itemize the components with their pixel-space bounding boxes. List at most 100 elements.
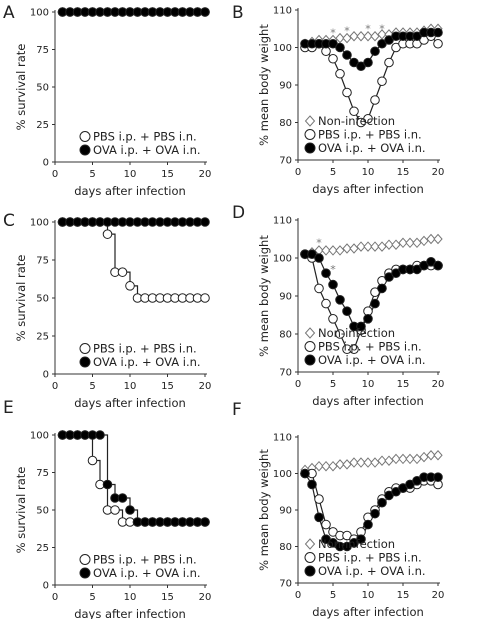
panel-c: C 0 25 50 75 100 0 5 10 15 20 days after infection%… [3, 211, 211, 410]
data-point [433, 472, 443, 482]
data-point [433, 233, 443, 245]
y-axis-title: % mean body weight [257, 235, 271, 357]
y-tick-label: 100 [30, 431, 49, 442]
x-tick-label: 20 [432, 590, 445, 601]
legend-label: Non-infection [318, 537, 395, 551]
data-point [328, 53, 338, 64]
legend-label: PBS i.p. + PBS i.n. [318, 551, 422, 565]
data-point [321, 519, 331, 530]
data-point [363, 241, 373, 252]
legend-label: PBS i.p. + PBS i.n. [93, 553, 197, 567]
x-tick-label: 5 [89, 169, 95, 180]
y-tick-label: 75 [36, 468, 49, 479]
data-point [300, 468, 310, 479]
data-point [335, 68, 345, 79]
x-tick-label: 5 [89, 592, 95, 603]
y-tick-label: 110 [273, 216, 292, 227]
data-point [419, 235, 429, 247]
legend-circle-marker [304, 341, 316, 352]
data-point [314, 253, 324, 263]
data-point [200, 517, 210, 527]
y-tick-label: 80 [279, 330, 292, 341]
y-tick-label: 0 [43, 158, 49, 169]
data-point [349, 106, 359, 117]
data-point [377, 29, 387, 40]
panel-d: D 70 80 90 100 110 0 5 10 15 20 days after infectio… [232, 203, 444, 408]
data-point [356, 534, 366, 545]
y-tick-label: 75 [36, 45, 49, 56]
data-point [356, 321, 366, 332]
x-axis-title: days after infection [312, 394, 424, 408]
data-point [370, 95, 380, 105]
data-point [370, 457, 380, 468]
data-point [363, 314, 373, 324]
y-tick-label: 0 [43, 370, 49, 381]
data-point [370, 241, 380, 252]
legend-diamond-marker [304, 327, 316, 339]
legend-circle-marker [304, 142, 316, 154]
data-point [412, 453, 422, 465]
data-point [391, 239, 401, 250]
data-point [384, 57, 394, 68]
data-point [321, 298, 331, 309]
legend-label: OVA i.p. + OVA i.n. [318, 141, 426, 155]
x-tick-label: 15 [397, 379, 410, 390]
data-point [370, 46, 380, 57]
x-tick-label: 15 [161, 381, 174, 392]
y-tick-label: 75 [36, 256, 49, 267]
legend-label: OVA i.p. + OVA i.n. [93, 566, 201, 580]
data-point [342, 243, 352, 254]
y-tick-label: 100 [273, 469, 292, 480]
y-tick-label: 90 [279, 292, 292, 303]
y-tick-label: 80 [279, 542, 292, 553]
data-point [200, 217, 210, 227]
data-point [102, 479, 113, 490]
y-tick-label: 50 [36, 294, 49, 305]
y-tick-label: 0 [43, 581, 49, 592]
data-point [87, 455, 98, 466]
panel-letter: D [232, 203, 245, 223]
y-tick-label: 70 [279, 156, 292, 167]
data-point [377, 455, 387, 466]
y-axis-title: % mean body weight [257, 449, 271, 571]
data-point [349, 457, 359, 468]
data-point [314, 512, 324, 523]
data-point [200, 293, 210, 303]
legend-circle-marker [79, 144, 91, 156]
legend-label: OVA i.p. + OVA i.n. [318, 353, 426, 367]
y-tick-label: 100 [273, 43, 292, 54]
panel-f: F 70 80 90 100 110 0 5 10 15 20 days after infectio… [232, 400, 444, 619]
x-tick-label: 20 [199, 592, 212, 603]
x-axis-title: days after infection [74, 184, 186, 198]
significance-mark: * [344, 24, 350, 37]
data-point [377, 241, 387, 252]
data-point [321, 460, 331, 472]
y-axis-title: % mean body weight [257, 24, 271, 146]
panel-letter: E [3, 398, 14, 418]
data-point [384, 239, 394, 250]
data-point [102, 229, 113, 239]
legend-label: PBS i.p. + PBS i.n. [318, 128, 422, 142]
data-point [370, 30, 380, 42]
x-tick-label: 15 [397, 167, 410, 178]
data-point [356, 241, 366, 252]
significance-mark: * [365, 23, 371, 36]
legend-label: PBS i.p. + PBS i.n. [318, 340, 422, 354]
data-point [307, 479, 317, 490]
significance-mark: * [330, 26, 336, 39]
data-point [342, 306, 352, 317]
data-point [314, 460, 324, 472]
y-tick-label: 110 [273, 433, 292, 444]
y-tick-label: 90 [279, 506, 292, 517]
x-tick-label: 5 [330, 379, 336, 390]
x-tick-label: 0 [295, 167, 301, 178]
panel-letter: C [3, 211, 15, 231]
data-point [426, 449, 436, 461]
y-tick-label: 70 [279, 368, 292, 379]
data-point [349, 243, 359, 254]
panel-b: B 70 80 90 100 110 0 5 10 15 20 days after infectio… [232, 3, 444, 196]
panel-letter: A [3, 3, 15, 23]
y-tick-label: 50 [36, 506, 49, 517]
y-tick-label: 90 [279, 81, 292, 92]
